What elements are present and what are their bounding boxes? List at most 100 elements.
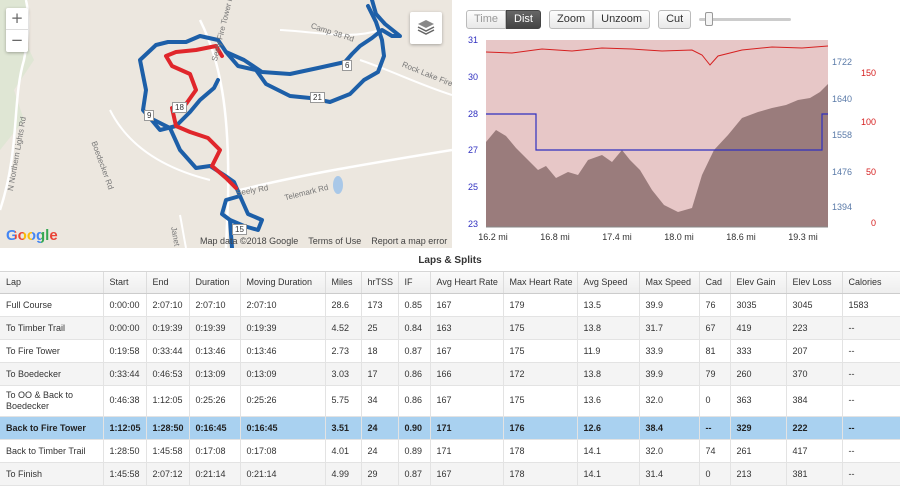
table-row[interactable]: To Finish 1:45:58 2:07:12 0:21:14 0:21:14 4.9… (0, 462, 900, 486)
table-cell: 0:19:39 (189, 316, 241, 340)
zoom-out-button[interactable]: − (10, 31, 24, 49)
speed-tick-label: 28 (468, 109, 478, 119)
speed-tick-label: 31 (468, 35, 478, 45)
table-cell: 29 (361, 462, 399, 486)
table-row[interactable]: Back to Timber Trail 1:28:50 1:45:58 0:17:0… (0, 439, 900, 463)
table-cell: 1:12:05 (103, 416, 147, 440)
column-header[interactable]: Miles (325, 272, 362, 294)
table-cell: 173 (361, 293, 399, 317)
table-cell: 67 (699, 316, 731, 340)
table-cell: 381 (786, 462, 843, 486)
table-cell: -- (842, 416, 900, 440)
table-cell: 32.0 (639, 385, 700, 417)
column-header[interactable]: Start (103, 272, 147, 294)
table-cell: 175 (503, 339, 578, 363)
chart-panel: 16.2 mi 16.8 mi 17.4 mi 18.0 mi 18.6 mi 19.3 … (452, 0, 900, 248)
zoom-in-button[interactable]: + (6, 8, 28, 30)
report-error-link[interactable]: Report a map error (371, 236, 448, 246)
table-cell: 0.90 (398, 416, 431, 440)
map-canvas (0, 0, 452, 248)
table-row[interactable]: To Fire Tower 0:19:58 0:33:44 0:13:46 0:13:4… (0, 339, 900, 363)
hr-tick-label: 50 (866, 167, 876, 177)
table-cell: 0:13:46 (240, 339, 326, 363)
column-header[interactable]: Max Speed (639, 272, 700, 294)
column-header[interactable]: IF (398, 272, 431, 294)
time-button[interactable]: Time (466, 9, 507, 29)
laps-splits-panel: Laps & Splits Lap Start End Duration Moving … (0, 248, 900, 486)
table-cell: 1:28:50 (146, 416, 190, 440)
unzoom-button[interactable]: Unzoom (593, 9, 651, 29)
table-cell: Full Course (0, 293, 104, 317)
table-cell: 4.01 (325, 439, 362, 463)
column-header[interactable]: Lap (0, 272, 104, 294)
column-header[interactable]: Avg Speed (577, 272, 640, 294)
table-cell: 0:19:39 (146, 316, 190, 340)
column-header[interactable]: Elev Loss (786, 272, 843, 294)
column-header[interactable]: Calories (842, 272, 900, 294)
table-cell: 163 (430, 316, 504, 340)
table-cell: 3035 (730, 293, 787, 317)
route-marker[interactable]: 9 (144, 110, 155, 121)
x-tick-label: 16.2 mi (478, 232, 508, 242)
table-cell: 178 (503, 462, 578, 486)
column-header[interactable]: Max Heart Rate (503, 272, 578, 294)
table-cell: -- (842, 439, 900, 463)
zoom-button[interactable]: Zoom (549, 9, 594, 29)
map-zoom-control: + − (6, 8, 28, 52)
route-map[interactable]: Seely Fire Tower Rd Camp 38 Rd Rock Lake… (0, 0, 452, 248)
elevation-tick-label: 1476 (832, 167, 852, 177)
elevation-tick-label: 1394 (832, 202, 852, 212)
table-cell: 39.9 (639, 293, 700, 317)
table-cell: 0.85 (398, 293, 431, 317)
table-row[interactable]: To Timber Trail 0:00:00 0:19:39 0:19:39 0:19… (0, 316, 900, 340)
table-cell: 11.9 (577, 339, 640, 363)
route-marker[interactable]: 6 (342, 60, 353, 71)
table-cell: 175 (503, 385, 578, 417)
table-cell: 0:25:26 (189, 385, 241, 417)
column-header[interactable]: hrTSS (361, 272, 399, 294)
column-header[interactable]: Duration (189, 272, 241, 294)
table-cell: 333 (730, 339, 787, 363)
cut-button[interactable]: Cut (658, 9, 692, 29)
table-row[interactable]: To OO & Back to Boedecker 0:46:38 1:12:05 0… (0, 385, 900, 417)
route-marker[interactable]: 21 (310, 92, 325, 103)
column-header[interactable]: Elev Gain (730, 272, 787, 294)
table-row[interactable]: To Boedecker 0:33:44 0:46:53 0:13:09 0:13:09… (0, 362, 900, 386)
table-cell: 79 (699, 362, 731, 386)
elevation-area (486, 84, 828, 227)
column-header[interactable]: Moving Duration (240, 272, 326, 294)
terms-link[interactable]: Terms of Use (308, 236, 362, 246)
table-cell: To Boedecker (0, 362, 104, 386)
table-cell: 18 (361, 339, 399, 363)
route-marker[interactable]: 18 (172, 102, 187, 113)
elevation-tick-label: 1722 (832, 57, 852, 67)
table-cell: 167 (430, 339, 504, 363)
table-cell: 0:13:46 (189, 339, 241, 363)
table-cell: 175 (503, 316, 578, 340)
table-cell: 0.87 (398, 339, 431, 363)
table-cell: 81 (699, 339, 731, 363)
slider-thumb[interactable] (705, 12, 714, 26)
table-cell: 25 (361, 316, 399, 340)
column-header[interactable]: End (146, 272, 190, 294)
column-header[interactable]: Cad (699, 272, 731, 294)
column-header[interactable]: Avg Heart Rate (430, 272, 504, 294)
table-cell: 166 (430, 362, 504, 386)
table-cell: 0:16:45 (240, 416, 326, 440)
table-row[interactable]: Full Course 0:00:00 2:07:10 2:07:10 2:07:10 2… (0, 293, 900, 317)
table-cell: 74 (699, 439, 731, 463)
smoothing-slider[interactable] (699, 12, 792, 26)
table-cell: 0:33:44 (146, 339, 190, 363)
table-cell: -- (842, 462, 900, 486)
table-cell: 34 (361, 385, 399, 417)
table-cell: 329 (730, 416, 787, 440)
elevation-chart[interactable]: 16.2 mi 16.8 mi 17.4 mi 18.0 mi 18.6 mi 19.3 … (452, 0, 900, 248)
route-marker[interactable]: 15 (232, 224, 247, 235)
table-row[interactable]: Back to Fire Tower 1:12:05 1:28:50 0:16:45 0… (0, 416, 900, 440)
table-cell: 0:16:45 (189, 416, 241, 440)
table-cell: 0.86 (398, 362, 431, 386)
table-cell: 0:13:09 (189, 362, 241, 386)
table-cell: 3.03 (325, 362, 362, 386)
layers-button[interactable] (410, 12, 442, 44)
dist-button[interactable]: Dist (506, 9, 541, 29)
